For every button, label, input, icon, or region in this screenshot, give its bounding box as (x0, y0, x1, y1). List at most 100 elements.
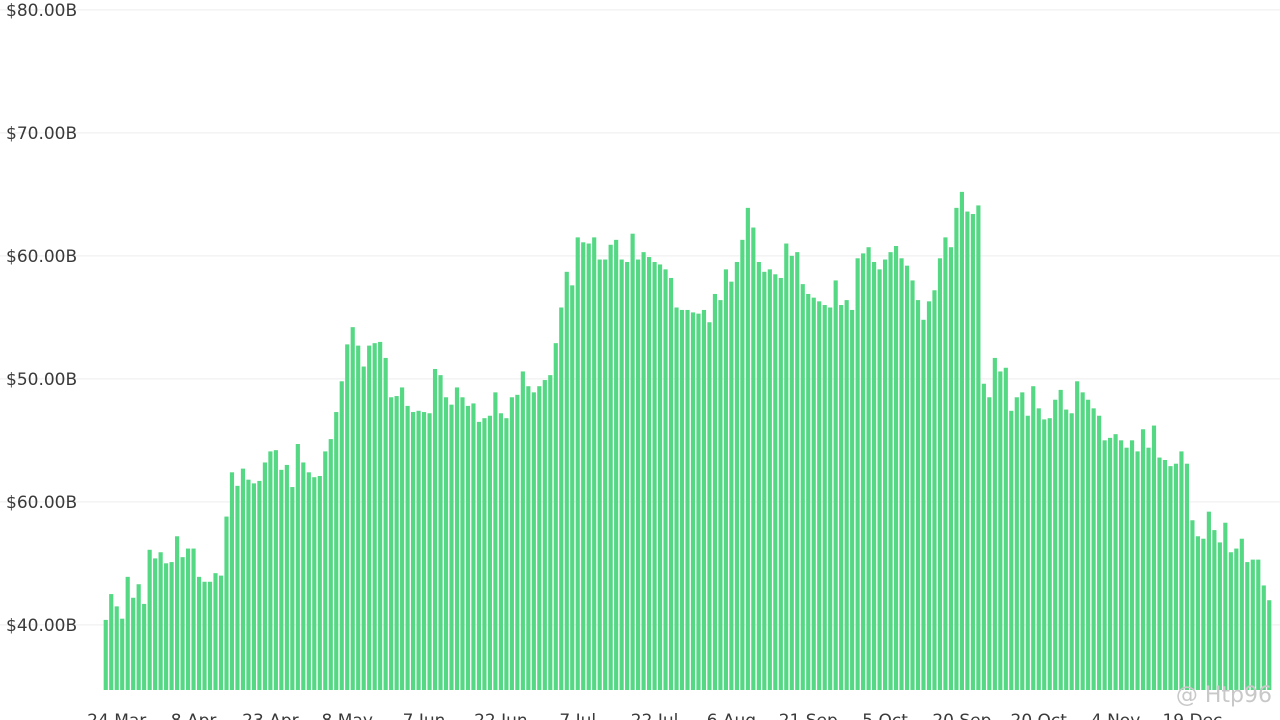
bar (361, 366, 366, 690)
bar (877, 269, 882, 690)
bar (416, 410, 421, 690)
bar (592, 237, 597, 690)
bar (652, 261, 657, 690)
bar (493, 392, 498, 690)
bar (646, 257, 652, 690)
bar (185, 548, 191, 690)
bar (224, 516, 229, 690)
bar (668, 277, 674, 690)
bar (196, 576, 202, 690)
bar (306, 472, 311, 690)
bar (904, 265, 910, 690)
bar (839, 305, 844, 690)
bar (1212, 530, 1217, 690)
bar (745, 207, 750, 690)
bar (866, 247, 871, 691)
x-tick-label: 7 Jun (403, 711, 446, 720)
bar (559, 307, 564, 690)
bar (482, 418, 487, 690)
bar (1261, 585, 1266, 690)
bar (817, 301, 822, 690)
bar (729, 281, 734, 690)
y-tick-label: $60.00B (6, 247, 77, 267)
bar (872, 261, 877, 690)
bar (509, 397, 514, 690)
bar (153, 558, 158, 690)
bar (893, 245, 899, 690)
bar (1201, 538, 1206, 690)
bar (603, 259, 608, 690)
bar (158, 552, 163, 690)
bar (142, 603, 147, 690)
bar (992, 357, 997, 690)
bar (515, 394, 520, 690)
bar (910, 280, 915, 690)
bar (136, 584, 141, 690)
bar (564, 271, 569, 690)
bar (487, 415, 493, 690)
bar (356, 345, 361, 690)
bar (114, 606, 119, 690)
bar (504, 418, 509, 690)
bar (756, 261, 761, 690)
bar (690, 312, 696, 690)
bar (1124, 447, 1129, 690)
watermark: @ Htp96 (1176, 683, 1272, 708)
bar (685, 309, 690, 690)
bar (915, 300, 921, 690)
bar (125, 576, 130, 690)
bar (1025, 415, 1030, 690)
bar (850, 309, 855, 690)
bar (1228, 552, 1233, 690)
bar (1064, 409, 1069, 690)
bar (625, 261, 630, 690)
bar (679, 309, 685, 690)
bar (970, 214, 975, 691)
bar (1042, 419, 1047, 690)
bar (981, 383, 986, 690)
x-tick-label: 21 Sep (779, 711, 838, 720)
bar (235, 485, 240, 690)
bar (421, 412, 427, 690)
bar (169, 562, 174, 690)
bar (959, 191, 964, 691)
bar (948, 247, 954, 691)
bar (663, 269, 668, 690)
bar (1058, 389, 1063, 690)
bar (520, 371, 525, 690)
bar (570, 285, 575, 690)
bar (778, 277, 783, 690)
bar (553, 343, 558, 690)
bar (1256, 559, 1261, 690)
bar (438, 375, 443, 690)
bar (932, 290, 937, 690)
x-tick-label: 19 Dec (1162, 711, 1222, 720)
bar (218, 575, 224, 690)
bar (657, 264, 663, 690)
bar (175, 536, 180, 690)
bar (542, 380, 547, 690)
bar (762, 271, 767, 690)
bar (888, 252, 893, 690)
bar (1129, 440, 1135, 690)
bar (323, 451, 328, 690)
bar (1239, 538, 1244, 690)
bar (317, 475, 322, 690)
bar (1250, 559, 1255, 690)
bar (367, 345, 372, 690)
bar (784, 243, 789, 690)
bar (548, 375, 553, 690)
x-tick-label: 4 Nov (1091, 711, 1140, 720)
bar (575, 237, 580, 690)
bar (855, 258, 860, 690)
bar (926, 301, 932, 690)
bar (1151, 425, 1157, 690)
bar (597, 259, 602, 690)
bar (674, 307, 679, 690)
bar (976, 205, 981, 690)
bar (586, 243, 591, 690)
bar (882, 259, 888, 690)
bar (1206, 511, 1211, 690)
bar (987, 397, 992, 690)
